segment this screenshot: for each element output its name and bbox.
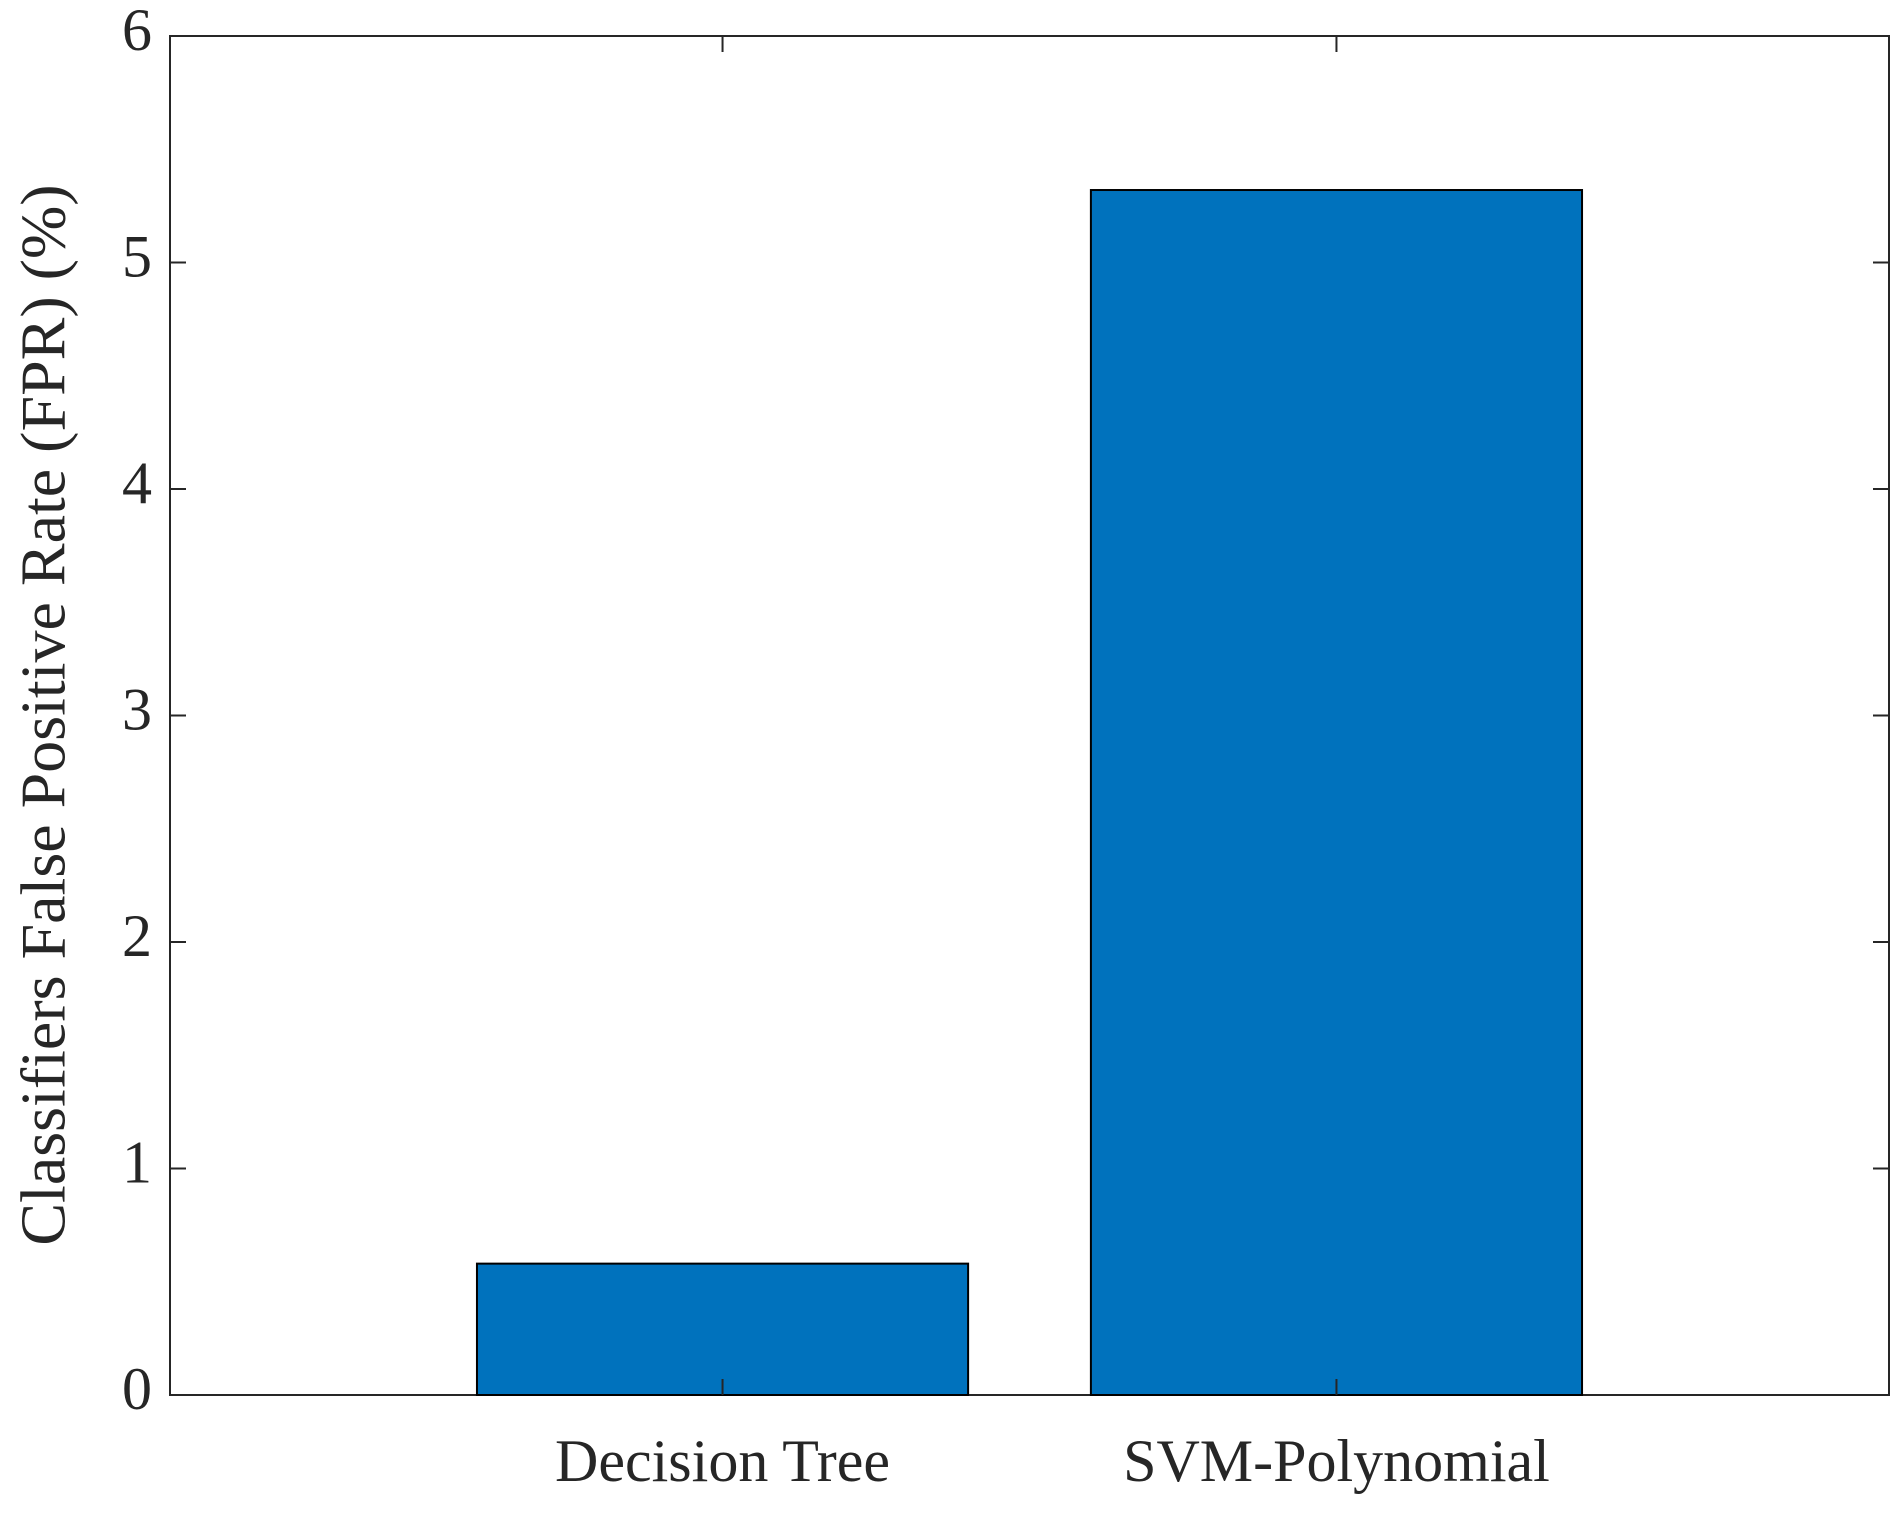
y-axis-label: Classifiers False Positive Rate (FPR) (%…: [8, 184, 79, 1245]
bar: [1089, 189, 1584, 1396]
y-tick-label: 6: [122, 0, 152, 63]
y-tick-label: 1: [122, 1129, 152, 1195]
y-tick-label: 4: [122, 450, 152, 516]
x-tick-label: SVM-Polynomial: [1123, 1428, 1550, 1494]
y-tick-label: 2: [122, 903, 152, 969]
x-tick-label: Decision Tree: [555, 1428, 890, 1494]
y-tick-label: 3: [122, 676, 152, 742]
y-tick-label: 0: [122, 1356, 152, 1422]
y-tick-label: 5: [122, 223, 152, 289]
plot-box: [169, 35, 1890, 1396]
bar: [475, 1262, 970, 1396]
